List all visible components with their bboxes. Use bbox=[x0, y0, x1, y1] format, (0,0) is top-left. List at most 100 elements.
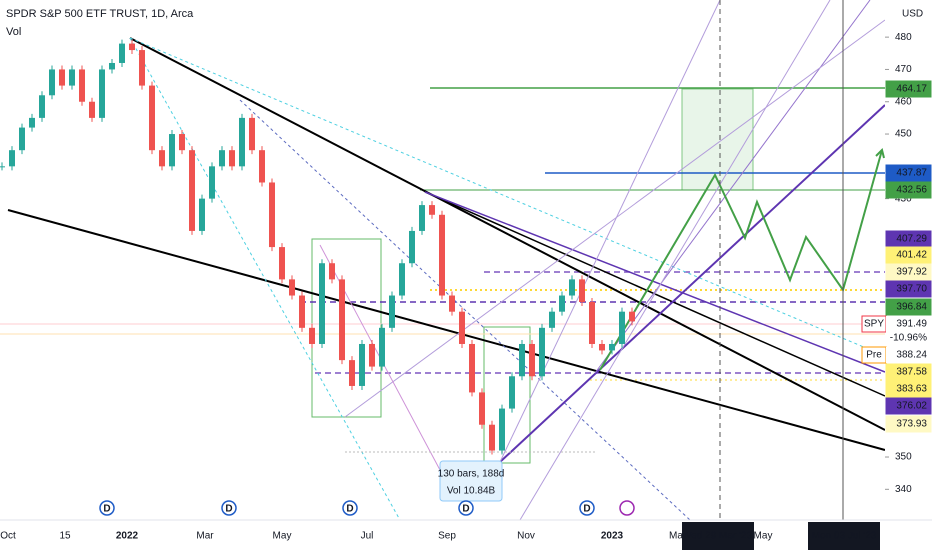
candle bbox=[419, 205, 425, 231]
candle bbox=[239, 117, 245, 167]
candle bbox=[99, 69, 105, 118]
candle bbox=[539, 327, 545, 377]
event-marker bbox=[342, 500, 358, 516]
channel-line bbox=[594, 0, 871, 374]
symbol-title: SPDR S&P 500 ETF TRUST, 1D, Arca bbox=[6, 8, 194, 20]
candle bbox=[389, 295, 395, 328]
price-badge bbox=[885, 363, 932, 381]
candle bbox=[79, 69, 85, 102]
candle bbox=[109, 62, 115, 70]
candle bbox=[459, 311, 465, 344]
x-tick-label: 15 bbox=[59, 531, 71, 542]
candle bbox=[429, 205, 435, 215]
candle bbox=[599, 343, 605, 351]
candle bbox=[309, 327, 315, 344]
x-tick-label: Sep bbox=[438, 531, 456, 542]
event-marker bbox=[221, 500, 237, 516]
price-badge bbox=[885, 246, 932, 264]
candle bbox=[249, 117, 255, 151]
candle bbox=[0, 166, 5, 168]
candle bbox=[19, 127, 25, 151]
projection-path bbox=[599, 149, 883, 371]
price-badge bbox=[885, 263, 932, 281]
candle bbox=[139, 50, 145, 86]
channel-line bbox=[519, 0, 831, 521]
candle bbox=[609, 343, 615, 351]
candle bbox=[69, 69, 75, 86]
event-marker bbox=[579, 500, 595, 516]
event-marker-text: D bbox=[462, 504, 469, 515]
tooltip bbox=[439, 460, 503, 502]
candle bbox=[349, 360, 355, 386]
candle bbox=[399, 263, 405, 296]
y-tick-label: 430 bbox=[895, 193, 912, 204]
target-box bbox=[681, 88, 754, 191]
candle bbox=[439, 214, 445, 296]
candle bbox=[339, 279, 345, 361]
price-badge-text: 391.49 bbox=[896, 319, 927, 330]
price-badge bbox=[886, 347, 931, 363]
y-tick-label: 480 bbox=[895, 32, 912, 43]
candles bbox=[0, 39, 635, 455]
price-badge bbox=[886, 316, 931, 332]
price-badge-text: 396.84 bbox=[896, 302, 927, 313]
candle bbox=[319, 263, 325, 344]
candle bbox=[169, 134, 175, 167]
candle bbox=[379, 327, 385, 367]
x-tick-label: 2023 bbox=[601, 531, 624, 542]
candle bbox=[469, 343, 475, 393]
price-tag-text: SPY bbox=[864, 319, 884, 330]
y-tick-label: 460 bbox=[895, 96, 912, 107]
trend-line bbox=[424, 191, 886, 373]
candle bbox=[179, 134, 185, 151]
y-tick-label: 350 bbox=[895, 452, 912, 463]
price-badge-text: 383.63 bbox=[896, 384, 927, 395]
channel-line bbox=[499, 0, 721, 463]
candle bbox=[129, 43, 135, 51]
price-badge bbox=[885, 80, 932, 98]
candle bbox=[559, 295, 565, 312]
price-tag-text: Pre bbox=[866, 350, 882, 361]
price-badge bbox=[885, 415, 932, 433]
cursor-label-box bbox=[682, 522, 754, 550]
candle bbox=[229, 150, 235, 167]
y-tick-label: 470 bbox=[895, 64, 912, 75]
cursor-label: Mon 03 Jul '23 bbox=[812, 531, 877, 542]
candle bbox=[119, 43, 125, 63]
candle bbox=[49, 69, 55, 96]
event-marker bbox=[458, 500, 474, 516]
trend-line bbox=[129, 37, 886, 357]
price-badge-text: 373.93 bbox=[896, 419, 927, 430]
indicator-name: Vol bbox=[6, 26, 21, 38]
candle bbox=[479, 392, 485, 425]
price-badge-text: 376.02 bbox=[896, 401, 927, 412]
x-tick-label: Jul bbox=[361, 531, 374, 542]
event-marker-text: D bbox=[583, 504, 590, 515]
candle bbox=[569, 279, 575, 296]
x-tick-label: Ma bbox=[669, 531, 683, 542]
candle bbox=[589, 301, 595, 344]
cursor-label: Wed 29 Mar '23 bbox=[682, 531, 753, 542]
y-tick-label: 340 bbox=[895, 484, 912, 495]
price-badge-text: -10.96% bbox=[890, 333, 927, 344]
candle bbox=[329, 263, 335, 280]
candle bbox=[549, 311, 555, 328]
price-badge bbox=[885, 298, 932, 316]
candle bbox=[269, 182, 275, 248]
channel-line bbox=[499, 104, 886, 463]
x-tick-label: May bbox=[754, 531, 773, 542]
axes: 340 350 430 450 460 470 480 464.17 437.87 432.56 4… bbox=[0, 32, 932, 550]
candle bbox=[279, 247, 285, 280]
trend-line bbox=[129, 37, 886, 431]
y-tick-label: 450 bbox=[895, 129, 912, 140]
candle bbox=[159, 150, 165, 167]
candle bbox=[449, 295, 455, 312]
candle bbox=[509, 376, 515, 409]
candle bbox=[619, 311, 625, 344]
candle bbox=[219, 150, 225, 167]
trend-line bbox=[239, 99, 691, 521]
event-marker-text: D bbox=[225, 504, 232, 515]
event-marker-text: D bbox=[103, 504, 110, 515]
candle bbox=[629, 311, 635, 322]
